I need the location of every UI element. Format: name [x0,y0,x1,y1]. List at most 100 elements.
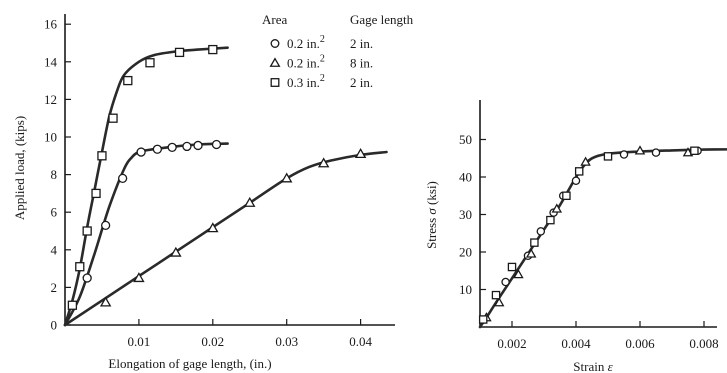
data-point-circle [152,144,163,154]
left-y-tick-label: 2 [51,280,58,295]
data-point-square [562,191,571,200]
data-point-circle [651,148,661,157]
data-point-circle [501,277,510,287]
legend-area-label: 0.3 in.2 [287,73,325,90]
data-point-triangle [280,172,293,183]
data-point-circle [211,139,222,150]
left-markers [67,44,367,310]
data-point-triangle [682,147,694,157]
legend-gage-label: 2 in. [350,36,373,51]
data-point-square [491,290,501,300]
data-point-square [123,75,133,86]
data-point-square [82,226,92,236]
data-point-triangle [634,145,646,155]
legend-gage-label: 8 in. [350,56,373,71]
data-point-triangle [551,203,563,213]
right-y-axis-label: Stress σ (ksi) [424,181,439,249]
right-x-tick-label: 0.008 [689,336,718,351]
legend: Area Gage length 0.2 in.2 2 in. 0.2 in.2 8 … [262,12,414,90]
data-point-circle [571,176,581,185]
data-point-circle [167,142,177,152]
left-x-tick-label: 0.02 [201,334,224,349]
stress-strain-chart: 10203040500.0020.0040.0060.0080.0100.012… [424,100,727,373]
series-line-square [63,46,229,327]
data-point-square [690,146,699,155]
left-x-tick-label: 0.04 [349,334,372,349]
legend-marker-circle [270,39,280,48]
left-y-axis-label: Applied load, (kips) [12,116,27,220]
data-point-triangle [99,296,112,307]
right-y-tick-label: 10 [459,282,472,297]
data-point-circle [117,173,128,184]
left-y-tick-label: 10 [44,130,57,145]
data-point-triangle [207,222,219,233]
right-x-tick-label: 0.006 [625,336,655,351]
right-curves [478,148,727,329]
data-point-circle [193,140,203,151]
legend-rows: 0.2 in.2 2 in. 0.2 in.2 8 in. 0.3 in.2 2 in. [269,34,373,90]
data-point-square [530,238,539,247]
left-y-tick-label: 12 [44,92,57,107]
data-point-square [67,300,78,310]
right-y-tick-label: 30 [459,207,472,222]
right-x-axis-label: Strain ε [573,359,613,373]
left-x-tick-label: 0.01 [128,334,151,349]
left-curves [63,46,388,327]
series-line-circle [63,142,229,327]
data-point-square [75,262,85,272]
left-x-tick-label: 0.03 [275,334,298,349]
data-point-triangle [354,148,367,159]
data-point-triangle [133,272,145,283]
right-y-tick-label: 20 [459,245,472,260]
data-point-square [97,151,107,161]
data-point-triangle [317,157,330,168]
data-point-square [546,215,555,225]
data-point-triangle [525,248,537,258]
right-y-tick-label: 40 [459,170,472,185]
data-point-circle [536,227,546,236]
data-point-circle [82,273,92,283]
load-elongation-chart: 0 2 4 6 8 10 12 14 16 0.01 0.02 0.03 0.04 Elongation… [12,12,414,371]
series-line-triangle [63,150,388,327]
left-ticks: 0 2 4 6 8 10 12 14 16 0.01 0.02 0.03 0.04 [44,17,372,349]
data-point-circle [619,150,629,159]
data-point-circle [182,141,192,152]
data-point-square [507,262,517,272]
legend-marker-triangle [269,57,281,67]
left-y-tick-label: 4 [51,242,58,257]
data-point-triangle [580,156,591,166]
legend-area-label: 0.2 in.2 [287,54,325,71]
data-point-square [603,152,613,161]
legend-area-label: 0.2 in.2 [287,34,325,51]
data-point-square [208,44,218,55]
left-y-tick-label: 16 [44,17,58,32]
legend-gage-label: 2 in. [350,75,373,90]
left-y-tick-label: 6 [51,205,58,220]
right-y-tick-label: 50 [459,132,472,147]
legend-marker-square [270,78,280,87]
legend-header-gage: Gage length [350,12,414,27]
data-point-square [174,47,185,58]
right-x-tick-label: 0.004 [561,336,591,351]
data-point-square [108,113,118,123]
data-point-circle [136,147,146,157]
data-point-circle [100,220,111,231]
data-point-square [91,188,101,199]
left-y-tick-label: 0 [51,318,58,333]
data-point-square [478,315,488,324]
data-point-triangle [244,196,256,207]
data-point-square [145,58,155,68]
data-point-triangle [513,269,524,279]
stress-strain-curve [478,148,727,329]
right-x-tick-label: 0.002 [497,336,526,351]
left-y-tick-label: 14 [44,54,58,69]
legend-header-area: Area [262,12,287,27]
data-point-triangle [170,246,182,257]
data-point-triangle [493,297,505,307]
right-markers [478,145,702,324]
left-x-axis-label: Elongation of gage length, (in.) [108,356,271,371]
left-y-tick-label: 8 [51,167,58,182]
data-point-square [574,167,584,176]
